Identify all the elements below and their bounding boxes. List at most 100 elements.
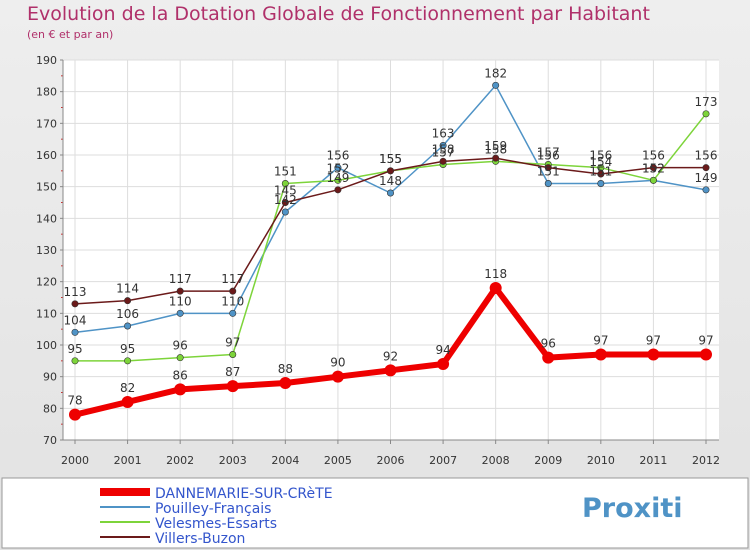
data-point: [489, 282, 502, 294]
data-label: 106: [116, 307, 139, 321]
data-label: 117: [169, 272, 192, 286]
data-label: 149: [695, 171, 718, 185]
data-label: 86: [173, 368, 188, 382]
data-label: 94: [435, 343, 450, 357]
data-label: 78: [67, 394, 82, 408]
data-point: [649, 164, 657, 172]
y-tick-label: 120: [36, 276, 57, 289]
data-point: [492, 154, 500, 162]
legend-label-0: DANNEMARIE-SUR-CRèTE: [155, 486, 333, 502]
y-tick-label: 180: [36, 86, 57, 99]
legend-label-3: Villers-Buzon: [155, 531, 245, 547]
data-point: [281, 208, 289, 216]
data-label: 113: [64, 285, 87, 299]
data-label: 117: [221, 272, 244, 286]
data-point: [334, 176, 342, 184]
data-label: 148: [379, 174, 402, 188]
data-label: 110: [221, 294, 244, 308]
data-point: [281, 199, 289, 207]
legend-label-1: Pouilley-Français: [155, 501, 271, 517]
data-label: 155: [379, 152, 402, 166]
x-tick-label: 2009: [534, 454, 562, 467]
data-point: [386, 189, 394, 197]
data-point: [544, 180, 552, 188]
data-label: 151: [537, 165, 560, 179]
axes: 70 80 90 100 110 120 130 140 150 160 170 180 190 2000…: [36, 54, 720, 467]
x-tick-label: 2002: [166, 454, 194, 467]
x-tick-label: 2011: [639, 454, 667, 467]
data-label: 152: [326, 161, 349, 175]
x-tick-label: 2004: [271, 454, 299, 467]
data-label: 96: [173, 339, 188, 353]
data-point: [334, 186, 342, 194]
data-label: 114: [116, 282, 139, 296]
x-tick-label: 2006: [377, 454, 405, 467]
data-point: [331, 370, 344, 383]
data-point: [594, 348, 607, 361]
data-label: 158: [484, 142, 507, 156]
data-label: 157: [537, 146, 560, 160]
data-label: 82: [120, 381, 135, 395]
data-label: 154: [589, 155, 612, 169]
data-label: 149: [326, 171, 349, 185]
data-label: 151: [589, 165, 612, 179]
data-label: 95: [120, 342, 135, 356]
data-point: [384, 364, 397, 377]
data-label: 156: [537, 149, 560, 163]
x-tick-label: 2007: [429, 454, 457, 467]
data-point: [124, 297, 132, 305]
data-point: [229, 287, 237, 295]
data-label: 152: [642, 161, 665, 175]
data-point: [700, 348, 712, 361]
y-tick-label: 100: [36, 339, 57, 352]
data-point: [176, 309, 184, 317]
data-point: [124, 357, 132, 365]
data-point: [544, 164, 552, 172]
data-point: [281, 180, 289, 188]
data-label: 156: [642, 149, 665, 163]
data-label: 159: [484, 139, 507, 153]
data-point: [174, 383, 187, 396]
data-label: 97: [646, 334, 661, 348]
data-point: [492, 81, 500, 89]
data-point: [71, 300, 79, 308]
data-label: 88: [278, 362, 293, 376]
data-point: [176, 287, 184, 295]
y-tick-label: 190: [36, 54, 57, 67]
data-label: 157: [432, 146, 455, 160]
data-point: [229, 309, 237, 317]
x-tick-label: 2003: [219, 454, 247, 467]
legend-label-2: Velesmes-Essarts: [155, 516, 277, 532]
data-label: 156: [695, 149, 718, 163]
data-label: 152: [642, 161, 665, 175]
chart-title: Evolution de la Dotation Globale de Fonc…: [27, 3, 650, 25]
y-tick-label: 150: [36, 181, 57, 194]
data-point: [69, 408, 81, 421]
data-label: 92: [383, 349, 398, 363]
data-label: 182: [484, 66, 507, 80]
chart-subtitle: (en € et par an): [27, 28, 114, 41]
y-tick-label: 170: [36, 117, 57, 130]
data-label: 95: [67, 342, 82, 356]
data-point: [542, 351, 555, 364]
x-tick-label: 2000: [61, 454, 89, 467]
x-tick-label: 2012: [692, 454, 720, 467]
data-point: [176, 354, 184, 362]
y-tick-label: 80: [43, 402, 57, 415]
logo-text: Proxiti: [582, 493, 683, 524]
data-label: 90: [330, 356, 345, 370]
legend: DANNEMARIE-SUR-CRèTEPouilley-FrançaisVel…: [100, 486, 333, 547]
data-label: 104: [64, 313, 87, 327]
data-label: 87: [225, 365, 240, 379]
data-label: 96: [541, 337, 556, 351]
data-point: [597, 180, 605, 188]
proxiti-logo: Proxiti: [582, 493, 683, 524]
y-tick-label: 110: [36, 307, 57, 320]
y-tick-label: 70: [43, 434, 57, 447]
data-label: 97: [225, 336, 240, 350]
data-point: [226, 380, 239, 393]
series-layer: [69, 81, 712, 421]
data-label: 97: [593, 334, 608, 348]
